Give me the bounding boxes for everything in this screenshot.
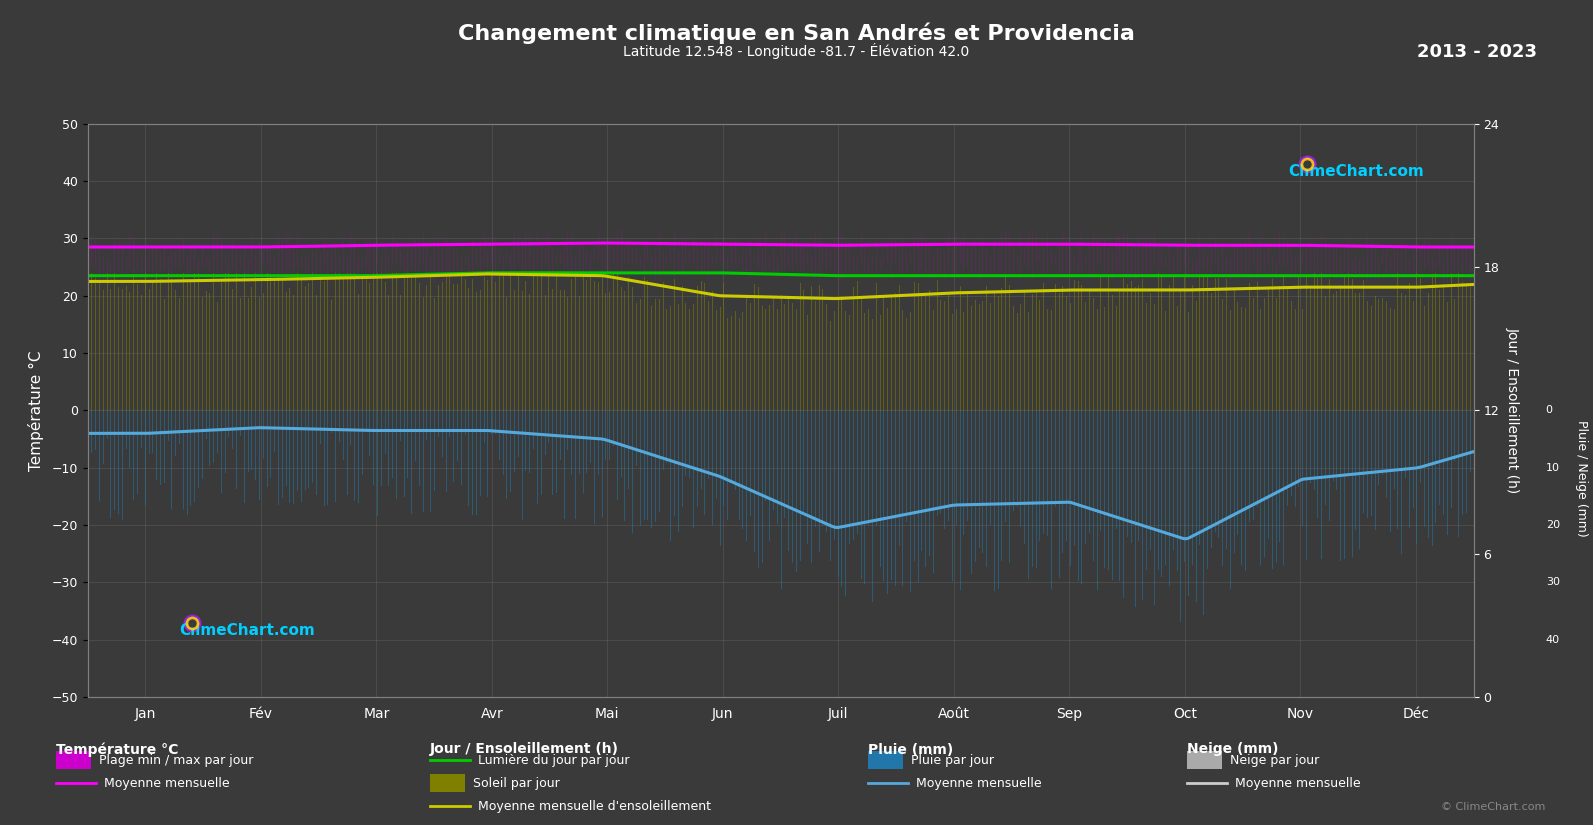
Bar: [868, 751, 903, 769]
Text: Température °C: Température °C: [56, 742, 178, 757]
Bar: [56, 751, 91, 769]
Text: 40: 40: [1545, 634, 1560, 645]
Text: Moyenne mensuelle: Moyenne mensuelle: [916, 777, 1042, 790]
Text: Moyenne mensuelle d'ensoleillement: Moyenne mensuelle d'ensoleillement: [478, 800, 710, 813]
Text: Pluie (mm): Pluie (mm): [868, 742, 954, 757]
Bar: [1187, 751, 1222, 769]
Text: Lumière du jour par jour: Lumière du jour par jour: [478, 754, 629, 767]
Bar: [430, 774, 465, 792]
Y-axis label: Température °C: Température °C: [29, 350, 45, 471]
Text: Moyenne mensuelle: Moyenne mensuelle: [104, 777, 229, 790]
Text: Jour / Ensoleillement (h): Jour / Ensoleillement (h): [430, 742, 620, 757]
Text: 30: 30: [1545, 578, 1560, 587]
Text: Soleil par jour: Soleil par jour: [473, 777, 559, 790]
Text: ClimeChart.com: ClimeChart.com: [1287, 164, 1424, 179]
Text: 20: 20: [1545, 520, 1560, 530]
Text: 0: 0: [1545, 405, 1553, 416]
Text: Changement climatique en San Andrés et Providencia: Changement climatique en San Andrés et P…: [459, 22, 1134, 44]
Text: 10: 10: [1545, 463, 1560, 473]
Text: Latitude 12.548 - Longitude -81.7 - Élévation 42.0: Latitude 12.548 - Longitude -81.7 - Élév…: [623, 43, 970, 59]
Text: Pluie par jour: Pluie par jour: [911, 754, 994, 767]
Text: 2013 - 2023: 2013 - 2023: [1418, 43, 1537, 61]
Text: © ClimeChart.com: © ClimeChart.com: [1440, 802, 1545, 812]
Text: Plage min / max par jour: Plage min / max par jour: [99, 754, 253, 767]
Y-axis label: Jour / Ensoleillement (h): Jour / Ensoleillement (h): [1505, 328, 1520, 493]
Text: ClimeChart.com: ClimeChart.com: [178, 623, 315, 638]
Text: Neige (mm): Neige (mm): [1187, 742, 1278, 757]
Text: Neige par jour: Neige par jour: [1230, 754, 1319, 767]
Text: Pluie / Neige (mm): Pluie / Neige (mm): [1575, 420, 1588, 537]
Text: Moyenne mensuelle: Moyenne mensuelle: [1235, 777, 1360, 790]
